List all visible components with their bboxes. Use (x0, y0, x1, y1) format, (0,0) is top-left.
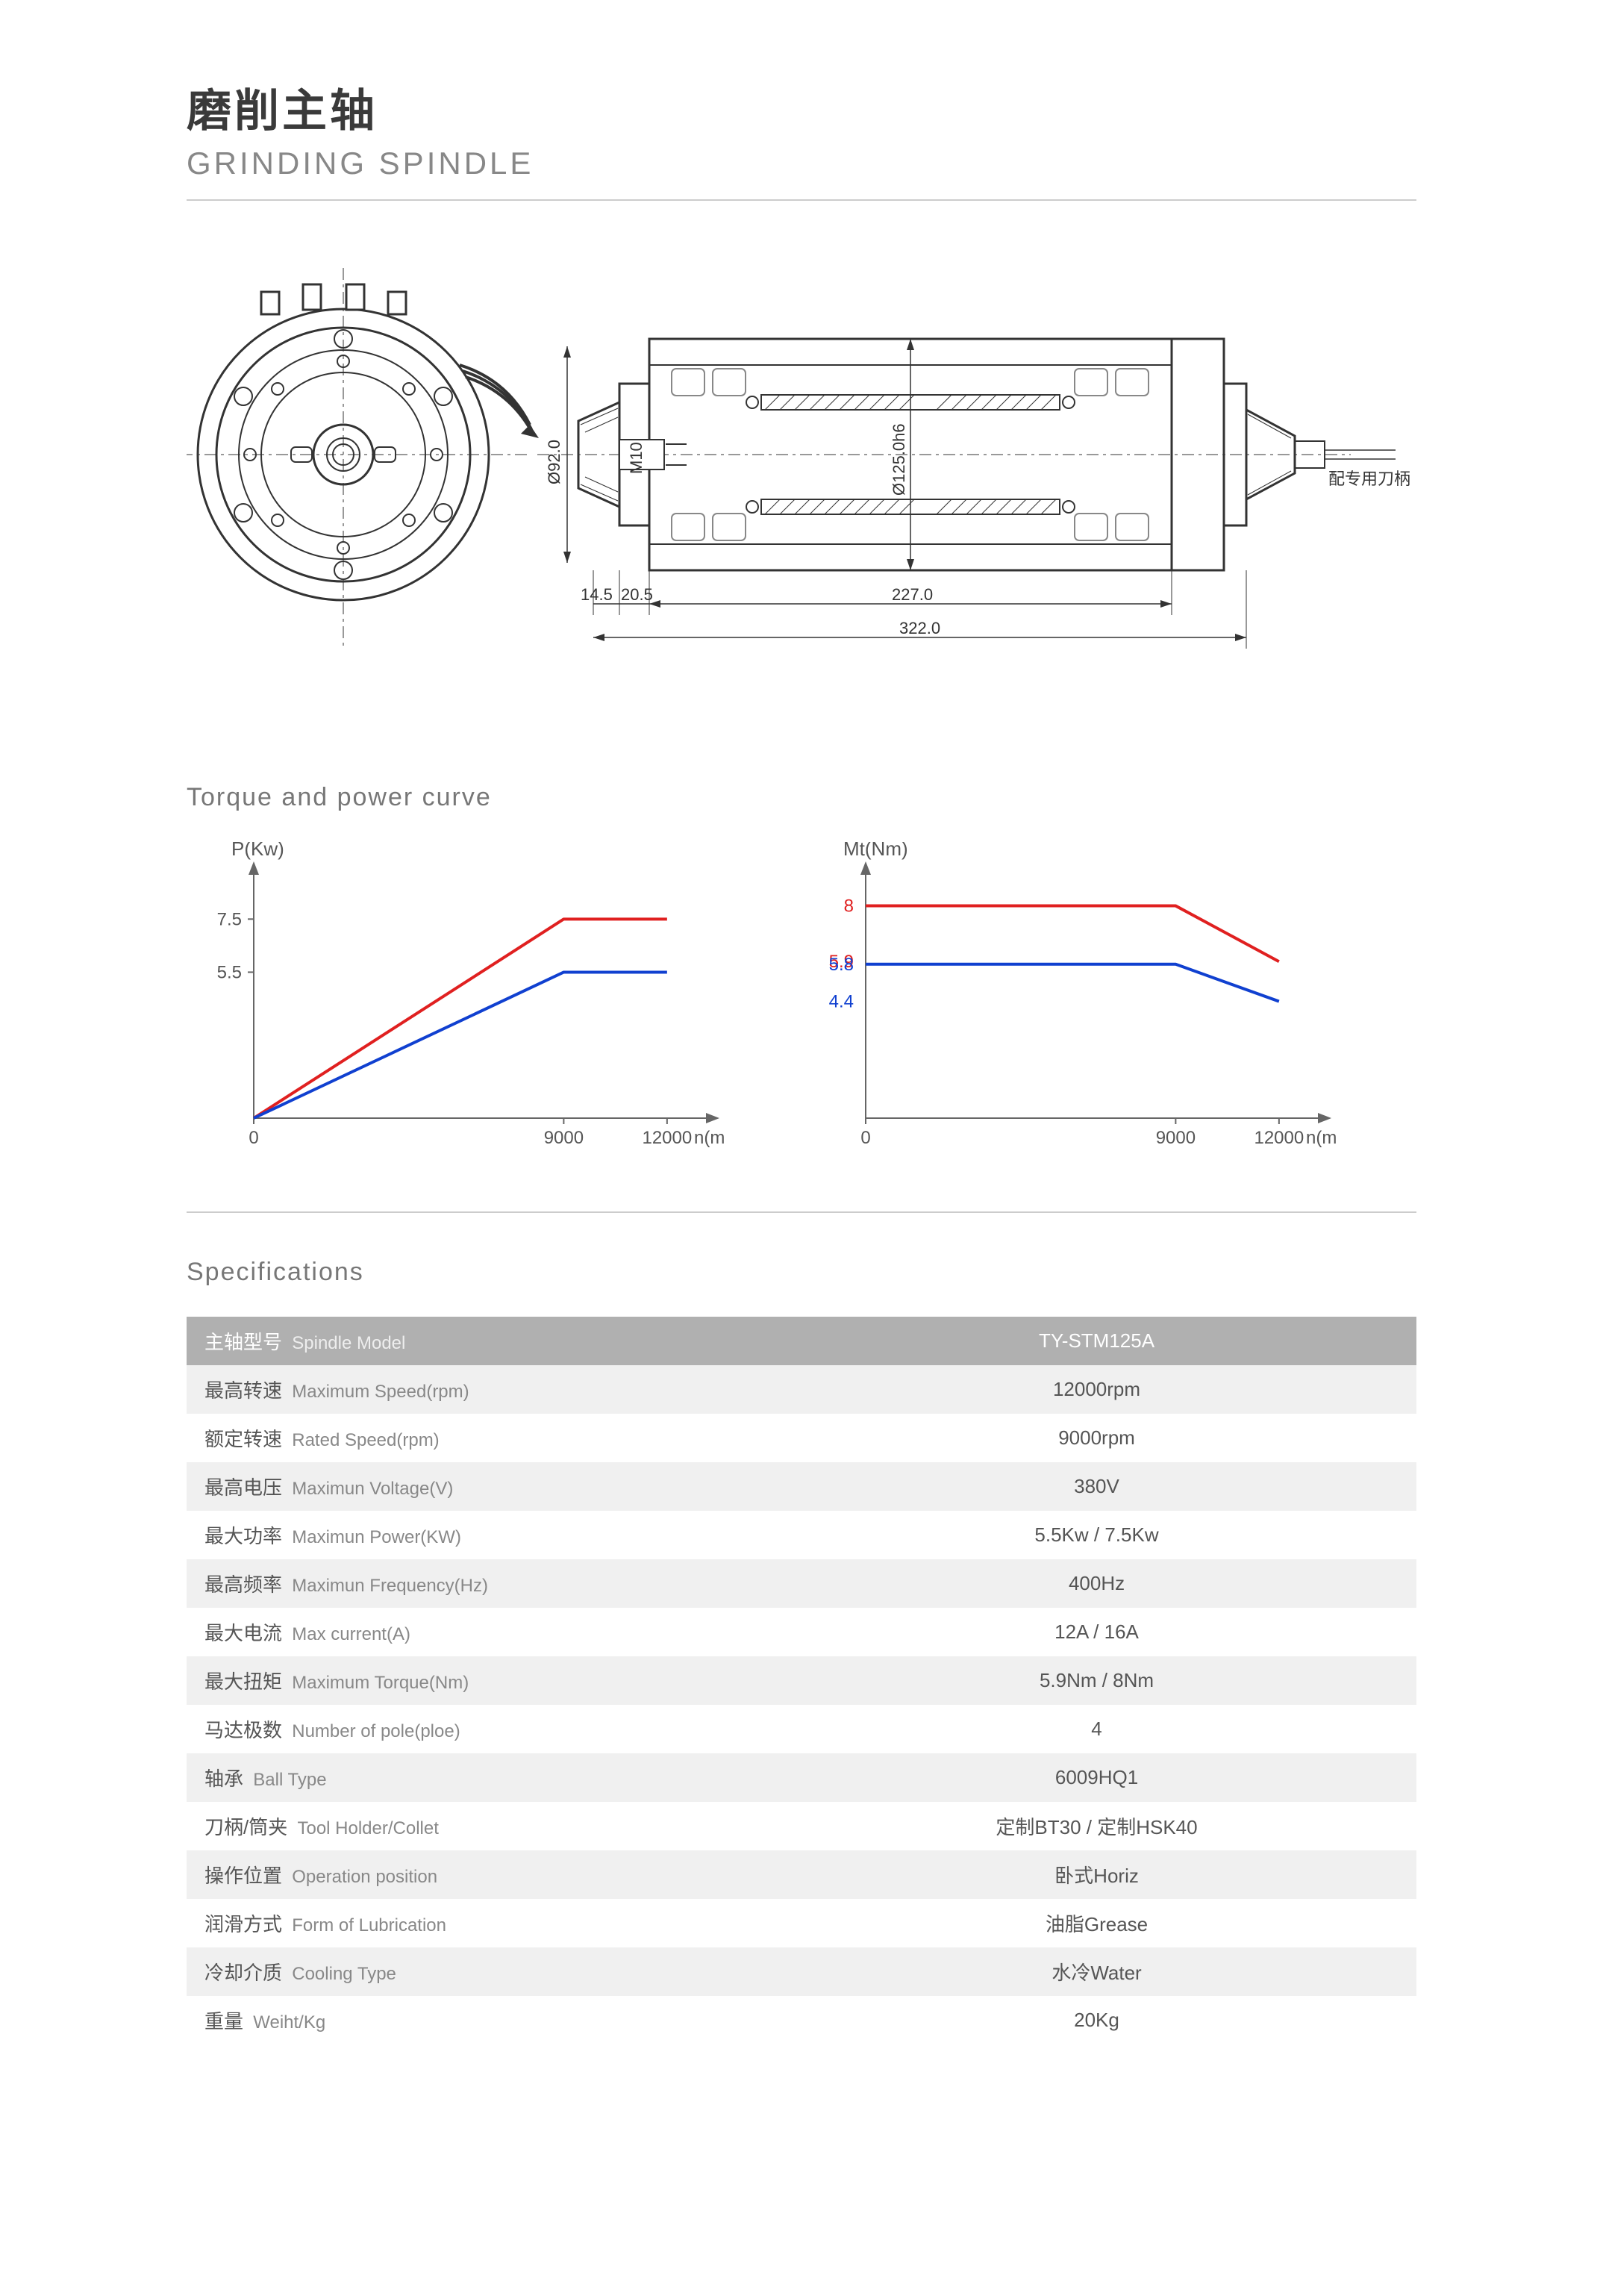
svg-text:12000: 12000 (642, 1128, 692, 1148)
torque-chart: Mt(Nm)0900012000n(min⁻¹)85.95.84.4 (799, 842, 1336, 1167)
svg-text:Mt(Nm): Mt(Nm) (843, 842, 908, 860)
spec-row: 最大功率 Maximun Power(KW)5.5Kw / 7.5Kw (187, 1511, 1416, 1559)
svg-text:P(Kw): P(Kw) (231, 842, 284, 860)
curve-section-title: Torque and power curve (187, 783, 1416, 812)
page-header: 磨削主轴 GRINDING SPINDLE (187, 75, 1416, 181)
spec-row: 最大扭矩 Maximum Torque(Nm)5.9Nm / 8Nm (187, 1656, 1416, 1705)
svg-text:n(min⁻¹): n(min⁻¹) (1306, 1128, 1336, 1148)
svg-text:8: 8 (844, 896, 854, 917)
dim-20-5: 20.5 (621, 585, 653, 604)
title-chinese: 磨削主轴 (187, 75, 1416, 140)
divider (187, 1211, 1416, 1213)
dim-m10: M10 (627, 442, 646, 474)
title-english: GRINDING SPINDLE (187, 146, 1416, 181)
spec-row: 刀柄/筒夹 Tool Holder/Collet定制BT30 / 定制HSK40 (187, 1802, 1416, 1850)
spec-row: 最高频率 Maximun Frequency(Hz)400Hz (187, 1559, 1416, 1608)
spec-row: 轴承 Ball Type6009HQ1 (187, 1753, 1416, 1802)
divider (187, 199, 1416, 201)
spec-row: 最高转速 Maximum Speed(rpm)12000rpm (187, 1365, 1416, 1414)
svg-text:5.5: 5.5 (217, 962, 242, 982)
charts-row: P(Kw)0900012000n(min⁻¹)5.57.5 Mt(Nm)0900… (187, 842, 1416, 1167)
svg-text:0: 0 (860, 1128, 870, 1148)
dim-d92: Ø92.0 (545, 440, 563, 484)
diagram-note: 配专用刀柄 (1328, 470, 1410, 488)
spec-row: 额定转速 Rated Speed(rpm)9000rpm (187, 1414, 1416, 1462)
spec-row: 最高电压 Maximun Voltage(V)380V (187, 1462, 1416, 1511)
svg-text:0: 0 (249, 1128, 258, 1148)
svg-text:9000: 9000 (1156, 1128, 1196, 1148)
spec-row: 马达极数 Number of pole(ploe)4 (187, 1705, 1416, 1753)
spec-section-title: Specifications (187, 1258, 1416, 1287)
svg-text:12000: 12000 (1254, 1128, 1304, 1148)
svg-text:9000: 9000 (544, 1128, 584, 1148)
dim-14-5: 14.5 (581, 585, 613, 604)
spec-header-row: 主轴型号 Spindle ModelTY-STM125A (187, 1317, 1416, 1365)
spec-row: 冷却介质 Cooling Type水冷Water (187, 1947, 1416, 1996)
spec-row: 重量 Weiht/Kg20Kg (187, 1996, 1416, 2044)
spec-row: 操作位置 Operation position卧式Horiz (187, 1850, 1416, 1899)
spec-row: 润滑方式 Form of Lubrication油脂Grease (187, 1899, 1416, 1947)
power-chart: P(Kw) 0 9000 12000n(min⁻¹) 5.5 7.5 (187, 842, 724, 1167)
svg-text:n(min⁻¹): n(min⁻¹) (694, 1128, 724, 1148)
technical-diagram: Ø92.0 M10 (187, 231, 1416, 693)
dim-d125: Ø125.0h6 (890, 423, 908, 496)
spec-table: 主轴型号 Spindle ModelTY-STM125A最高转速 Maximum… (187, 1317, 1416, 2044)
svg-text:4.4: 4.4 (829, 992, 854, 1012)
dim-322: 322.0 (899, 619, 940, 637)
spec-row: 最大电流 Max current(A)12A / 16A (187, 1608, 1416, 1656)
dim-227: 227.0 (892, 585, 933, 604)
svg-text:7.5: 7.5 (217, 909, 242, 929)
svg-text:5.8: 5.8 (829, 955, 854, 975)
